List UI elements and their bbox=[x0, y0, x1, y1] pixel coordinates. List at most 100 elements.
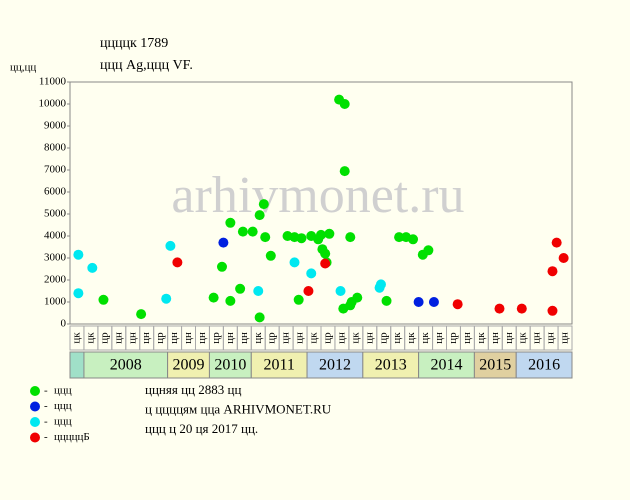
y-axis-label: цц,цц bbox=[10, 62, 36, 74]
x-tick-label: цн bbox=[545, 332, 557, 344]
year-cell bbox=[208, 351, 252, 379]
data-point bbox=[428, 297, 439, 307]
watermark: arhivmonet.ru bbox=[171, 167, 464, 224]
x-tick-label: цн bbox=[182, 332, 194, 344]
legend-marker bbox=[30, 432, 40, 443]
x-tick-label: цр bbox=[322, 332, 334, 344]
data-point bbox=[218, 237, 229, 248]
legend-dash: - bbox=[44, 416, 48, 428]
data-point bbox=[375, 279, 386, 290]
data-point bbox=[547, 305, 558, 316]
data-point bbox=[265, 250, 276, 261]
data-point bbox=[339, 166, 350, 177]
legend-label: ццц bbox=[54, 385, 72, 397]
x-tick-label: цн bbox=[168, 332, 180, 344]
data-point bbox=[87, 262, 98, 273]
data-point bbox=[303, 286, 314, 296]
data-point bbox=[216, 261, 227, 272]
x-tick-label: цн bbox=[531, 332, 543, 344]
plot-frame bbox=[69, 81, 573, 325]
y-tick-label: 3000 bbox=[44, 252, 67, 264]
x-tick-label: цн bbox=[196, 332, 208, 344]
x-tick-label: цк bbox=[252, 332, 264, 344]
year-label: 2010 bbox=[214, 357, 246, 374]
year-cell bbox=[83, 351, 169, 379]
y-tick-label: 5000 bbox=[44, 208, 67, 220]
note: ццц ц 20 ця 2017 цц. bbox=[145, 421, 258, 436]
data-point bbox=[235, 283, 246, 294]
year-cell bbox=[515, 351, 573, 379]
legend-marker bbox=[30, 401, 40, 412]
category-cell bbox=[557, 325, 573, 351]
data-point bbox=[558, 253, 569, 263]
year-label: 2016 bbox=[528, 357, 560, 374]
x-tick-label: цр bbox=[98, 332, 110, 344]
y-tick-label: 7000 bbox=[44, 164, 67, 176]
x-tick-label: цн bbox=[238, 332, 250, 344]
data-point bbox=[73, 288, 84, 299]
legend-marker bbox=[30, 386, 40, 396]
y-tick-label: 1000 bbox=[44, 296, 67, 308]
x-tick-label: цн bbox=[503, 332, 515, 344]
data-point bbox=[237, 226, 248, 237]
x-tick-label: цн bbox=[140, 332, 152, 344]
data-point bbox=[516, 303, 527, 314]
data-point bbox=[254, 312, 265, 323]
x-tick-label: цн bbox=[461, 332, 473, 344]
year-label: 2008 bbox=[110, 357, 142, 374]
x-tick-label: цр bbox=[377, 332, 389, 344]
data-point bbox=[335, 286, 346, 296]
legend-dash: - bbox=[44, 400, 48, 412]
data-point bbox=[381, 295, 392, 306]
data-point bbox=[423, 245, 434, 256]
y-tick-label: 2000 bbox=[44, 274, 67, 286]
x-tick-label: цн bbox=[335, 332, 347, 344]
data-point bbox=[394, 232, 405, 243]
year-label: 2015 bbox=[479, 357, 511, 374]
x-tick-label: цн bbox=[126, 332, 138, 344]
data-point bbox=[258, 199, 269, 210]
legend-label: ццц bbox=[54, 416, 72, 428]
data-point bbox=[208, 292, 219, 303]
data-point bbox=[547, 266, 558, 277]
x-tick-label: цк bbox=[349, 332, 361, 344]
year-cell bbox=[250, 351, 308, 379]
data-point bbox=[339, 99, 350, 109]
x-tick-label: цк bbox=[308, 332, 320, 344]
data-point bbox=[306, 268, 317, 279]
data-point bbox=[345, 232, 356, 243]
x-tick-label: цк bbox=[84, 332, 96, 344]
data-point bbox=[293, 294, 304, 305]
x-tick-label: цр bbox=[447, 332, 459, 344]
data-point bbox=[296, 233, 307, 244]
y-tick-label: 6000 bbox=[44, 186, 67, 198]
year-label: 2012 bbox=[319, 357, 351, 374]
data-point bbox=[260, 232, 271, 243]
data-point bbox=[253, 286, 264, 296]
data-point bbox=[165, 240, 176, 251]
year-cell bbox=[167, 351, 210, 379]
data-point bbox=[73, 249, 84, 260]
data-point bbox=[316, 229, 326, 240]
x-tick-label: цр bbox=[210, 332, 222, 344]
year-label: 2014 bbox=[431, 357, 463, 374]
x-tick-label: цн bbox=[280, 332, 292, 344]
data-point bbox=[320, 258, 331, 269]
y-tick-label: 11000 bbox=[39, 76, 67, 88]
data-point bbox=[452, 299, 463, 310]
x-tick-label: цк bbox=[475, 332, 487, 344]
x-tick-label: цн bbox=[363, 332, 375, 344]
x-tick-label: цр bbox=[154, 332, 166, 344]
y-tick-label: 4000 bbox=[44, 230, 67, 242]
x-tick-label: цн bbox=[559, 332, 571, 344]
note: ццняя цц 2883 цц bbox=[145, 382, 241, 397]
year-cell bbox=[306, 351, 364, 379]
data-point bbox=[320, 248, 331, 259]
x-tick-label: цн bbox=[294, 332, 306, 344]
x-tick-label: цн bbox=[433, 332, 445, 344]
x-tick-label: цк bbox=[405, 332, 417, 344]
data-point bbox=[225, 295, 236, 306]
legend-label: цццццБ bbox=[54, 431, 90, 443]
legend-dash: - bbox=[44, 385, 48, 397]
